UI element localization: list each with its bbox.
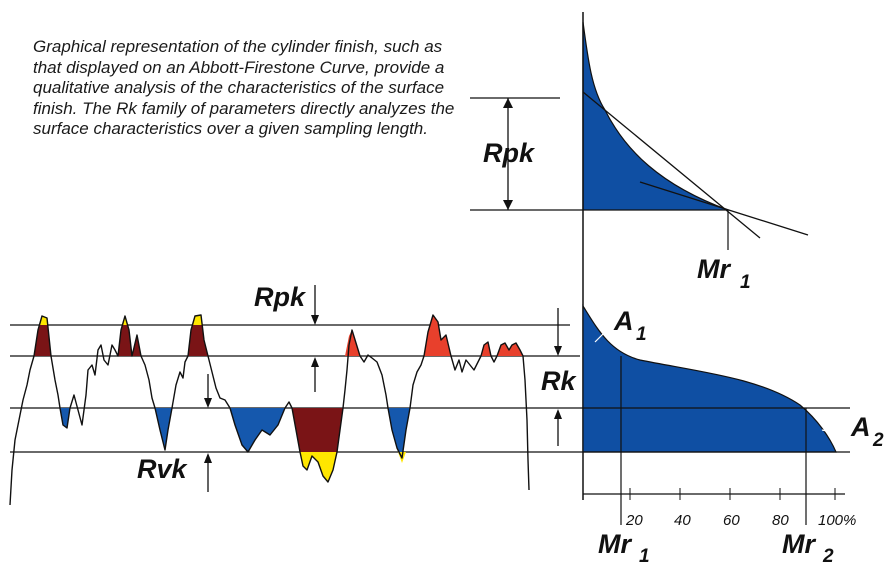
rpk-curve-fill [582, 21, 729, 211]
a1-label: A [613, 306, 634, 336]
mr1-axis-subscript: 1 [639, 546, 650, 564]
rpk-arrow-up [503, 98, 513, 108]
peak-yellow-2 [123, 316, 127, 325]
mr2-axis-label: Mr [782, 529, 816, 559]
rpk-profile-label: Rpk [254, 282, 307, 312]
rk-left-arrowhead [204, 398, 212, 408]
tick-label-100: 100% [818, 512, 856, 529]
mr1-curve-subscript: 1 [740, 272, 751, 293]
valley-yellow-1 [300, 452, 337, 482]
rvk-label: Rvk [137, 454, 189, 484]
peak-red-2 [424, 315, 451, 356]
a1-subscript: 1 [636, 324, 647, 345]
valley-blue-4 [388, 408, 410, 458]
rpk-arrow-down [503, 200, 513, 210]
valley-dark-1 [292, 408, 343, 452]
a2-subscript: 2 [872, 430, 884, 451]
a2-leader [821, 429, 851, 437]
mr1-axis-label: Mr [598, 529, 632, 559]
profile-dimensions: Rpk Rvk Rk [137, 282, 577, 492]
peak-dark-1 [34, 316, 51, 356]
mr2-axis-subscript: 2 [822, 546, 834, 564]
rpk-arrowhead-down [311, 315, 319, 325]
profile-line [9, 314, 530, 506]
valley-blue-2 [155, 408, 172, 450]
rk-arrowhead-bottom [554, 409, 562, 419]
description-text: Graphical representation of the cylinder… [33, 37, 455, 138]
rpk-curve-label: Rpk [483, 138, 536, 168]
rpk-curve-detail: Rpk Mr 1 [470, 21, 809, 293]
tick-label-20: 20 [625, 512, 643, 529]
valley-blue-3 [230, 408, 285, 452]
rk-arrowhead-top [554, 346, 562, 356]
rpk-arrowhead-up [311, 357, 319, 367]
mr1-curve-label: Mr [697, 254, 731, 284]
tangent-line-shallow [639, 181, 809, 236]
rvk-arrowhead [204, 453, 212, 463]
a2-label: A [850, 412, 871, 442]
surface-profile [9, 314, 530, 506]
tick-label-40: 40 [674, 512, 691, 529]
tangent-line-steep [582, 91, 761, 239]
tick-label-80: 80 [772, 512, 789, 529]
a1-leader [594, 321, 616, 343]
tick-label-60: 60 [723, 512, 740, 529]
rk-label: Rk [541, 366, 577, 396]
abbott-firestone-curve: 20 40 60 80 100% A 1 A 2 Mr 1 Mr 2 [582, 303, 884, 564]
